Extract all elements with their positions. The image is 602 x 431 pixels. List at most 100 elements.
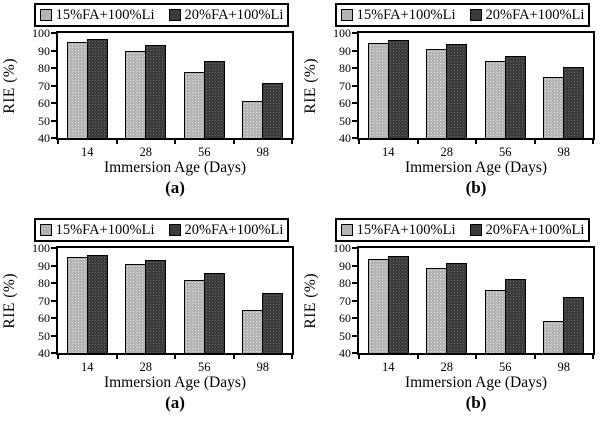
x-category-label: 98: [557, 145, 571, 159]
y-tick-label: 100: [333, 26, 351, 40]
x-category-label: 98: [557, 360, 571, 374]
bar-group: [58, 248, 117, 353]
bar-group: [418, 248, 477, 353]
bar-20fa-100li: [145, 260, 167, 353]
y-tick-mark: [51, 352, 56, 354]
y-tick-mark: [51, 282, 56, 285]
bar-20fa-100li: [262, 292, 284, 353]
y-tick-mark: [51, 264, 56, 267]
y-tick-label: 90: [38, 43, 50, 58]
x-axis-label: Immersion Age (Days): [103, 374, 247, 391]
bar-15fa-100li: [484, 61, 506, 138]
x-tick-mark: [475, 138, 477, 144]
x-tick-mark: [57, 353, 59, 359]
bar-20fa-100li: [145, 45, 167, 138]
y-tick-label: 50: [38, 328, 50, 343]
y-tick-mark: [51, 299, 56, 302]
x-tick-mark: [416, 353, 419, 359]
bar-20fa-100li: [203, 61, 225, 138]
y-tick-label: 50: [339, 328, 351, 343]
y-axis-label-wrap: RIE (%): [301, 31, 321, 140]
y-tick-mark: [51, 49, 56, 52]
y-tick-mark: [51, 119, 56, 122]
x-category-label: 56: [499, 145, 512, 159]
y-tick-mark: [51, 67, 56, 70]
x-tick-mark: [232, 353, 235, 359]
y-axis-label: RIE (%): [1, 272, 18, 329]
bar-group: [535, 33, 594, 138]
chart-body: RIE (%) 40 50 60 70 80 90 100 14 28 56 98: [0, 27, 301, 159]
x-tick-mark: [232, 138, 235, 144]
bar-15fa-100li: [183, 71, 205, 138]
y-axis-label: RIE (%): [1, 57, 18, 114]
bar-15fa-100li: [367, 258, 389, 353]
bar-20fa-100li: [563, 297, 585, 353]
y-tick-mark: [352, 299, 357, 302]
x-category-label: 98: [256, 145, 270, 159]
bar-15fa-100li: [543, 320, 565, 353]
y-tick-mark: [51, 334, 56, 337]
x-tick-mark: [533, 353, 536, 359]
bar-group: [117, 33, 176, 138]
bar-group: [234, 33, 293, 138]
bar-15fa-100li: [426, 48, 448, 138]
bar-group: [58, 33, 117, 138]
legend-label: 20%FA+100%Li: [184, 221, 284, 238]
y-tick-mark: [352, 282, 357, 285]
x-category-label: 28: [440, 360, 454, 374]
x-tick-mark: [358, 138, 360, 144]
bar-group: [359, 33, 418, 138]
y-tick-label: 80: [339, 61, 351, 76]
legend-label: 20%FA+100%Li: [485, 221, 585, 238]
y-tick-mark: [352, 119, 357, 122]
x-tick-mark: [533, 138, 536, 144]
bar-15fa-100li: [125, 50, 147, 138]
y-tick-mark: [352, 32, 357, 34]
x-tick-mark: [475, 353, 477, 359]
x-tick-mark: [592, 353, 594, 359]
x-axis-label: Immersion Age (Days): [404, 374, 548, 391]
bar-group: [117, 248, 176, 353]
x-tick-mark: [416, 138, 419, 144]
chart-panel-top-left: 15%FA+100%Li 20%FA+100%Li RIE (%) 40 50 60 70 8…: [0, 0, 301, 215]
plot-area: 40 50 60 70 80 90 100 14 28 56 98: [32, 242, 294, 374]
chart-body: RIE (%) 40 50 60 70 80 90 100 14 28 56 98: [301, 242, 602, 374]
legend-item: 20%FA+100%Li: [168, 6, 284, 24]
chart-legend: 15%FA+100%Li 20%FA+100%Li: [335, 218, 590, 242]
y-tick-label: 60: [339, 96, 351, 111]
chart-body: RIE (%) 40 50 60 70 80 90 100 14 28 56 98: [301, 27, 602, 159]
bar-group: [418, 33, 477, 138]
y-tick-label: 70: [339, 293, 351, 308]
y-tick-mark: [352, 334, 357, 337]
y-tick-label: 40: [38, 346, 50, 360]
y-tick-label: 100: [32, 241, 50, 255]
x-tick-mark: [291, 353, 293, 359]
y-tick-mark: [352, 264, 357, 267]
legend-swatch-dark-icon: [469, 9, 482, 21]
y-tick-mark: [352, 137, 357, 139]
legend-swatch-light-icon: [340, 224, 353, 236]
legend-label: 20%FA+100%Li: [485, 6, 585, 23]
y-tick-label: 100: [32, 26, 50, 40]
x-category-label: 14: [382, 145, 395, 159]
plot-area: 40 50 60 70 80 90 100 14 28 56 98: [32, 27, 294, 159]
legend-item: 20%FA+100%Li: [168, 221, 284, 239]
y-tick-label: 50: [339, 113, 351, 128]
y-tick-mark: [352, 84, 357, 87]
x-tick-mark: [358, 353, 360, 359]
chart-legend: 15%FA+100%Li 20%FA+100%Li: [335, 3, 590, 27]
x-tick-mark: [174, 353, 176, 359]
panel-label: (a): [165, 178, 185, 197]
legend-item: 15%FA+100%Li: [340, 7, 456, 24]
x-tick-mark: [115, 138, 118, 144]
bar-15fa-100li: [484, 290, 506, 353]
legend-swatch-light-icon: [340, 9, 353, 21]
bar-group: [175, 248, 234, 353]
legend-label: 20%FA+100%Li: [184, 6, 284, 23]
bar-20fa-100li: [86, 39, 108, 138]
x-category-label: 98: [256, 360, 270, 374]
legend-item: 15%FA+100%Li: [39, 222, 155, 239]
y-tick-label: 60: [339, 311, 351, 326]
x-category-label: 28: [440, 145, 454, 159]
y-tick-label: 90: [339, 258, 351, 273]
